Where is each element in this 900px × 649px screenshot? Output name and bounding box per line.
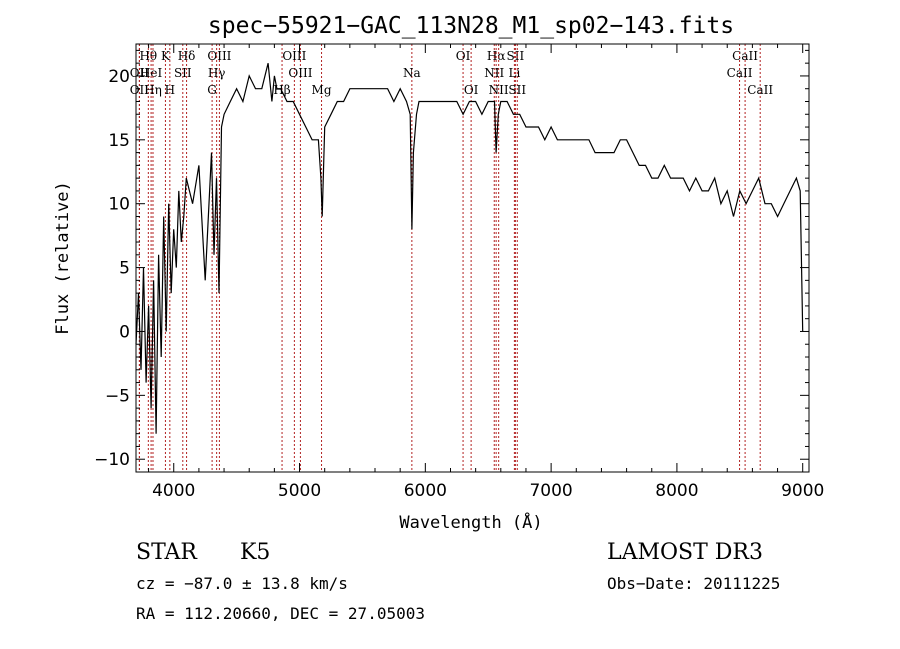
line-label: CaII [727,66,753,80]
line-label: Hθ [139,49,157,63]
y-axis-ticks: −10 −5 0 5 10 15 20 [94,49,809,473]
line-label: OIII [282,49,306,63]
line-label: Hδ [178,49,196,63]
y-tick-label: 10 [108,195,130,215]
y-tick-label: 15 [108,131,130,151]
redshift-readout: cz = −87.0 ± 13.8 km/s [136,574,348,593]
line-label: OII [130,83,150,97]
line-label: G [207,83,217,97]
line-label: NII [484,66,504,80]
x-axis-ticks: 4000 5000 6000 7000 8000 9000 [148,44,824,501]
plot-frame [135,43,810,473]
y-axis-label: Flux (relative) [53,181,73,335]
y-tick-label: −10 [94,450,130,470]
line-label: Na [403,66,421,80]
line-label: K [161,49,171,63]
object-class: STAR [136,540,197,565]
line-label: CaII [747,83,773,97]
line-label: OIII [288,66,312,80]
object-subclass: K5 [240,540,271,565]
line-label: SII [507,49,525,63]
line-label: Hγ [208,66,226,80]
x-tick-label: 7000 [529,481,572,501]
line-label: NII [489,83,509,97]
x-tick-label: 8000 [655,481,698,501]
x-tick-label: 5000 [278,481,321,501]
line-label: OI [456,49,471,63]
survey-name: LAMOST DR3 [607,540,763,565]
line-label: HeI [140,66,163,80]
spectrum-line [135,63,804,434]
x-tick-label: 9000 [781,481,824,501]
chart-title: spec−55921−GAC_113N28_M1_sp02−143.fits [208,13,734,39]
y-tick-label: −5 [105,386,130,406]
y-tick-label: 20 [108,67,130,87]
line-label: Li [508,66,520,80]
line-label: CaII [732,49,758,63]
observation-date: Obs−Date: 20111225 [607,574,781,593]
line-label: H [165,83,175,97]
x-tick-label: 6000 [404,481,447,501]
line-label: OIII [207,49,231,63]
line-label: SII [508,83,526,97]
y-tick-label: 5 [119,259,130,279]
y-tick-label: 0 [119,322,130,342]
line-label: Mg [312,83,332,97]
line-label: OI [464,83,479,97]
line-label: Hβ [273,83,290,97]
x-tick-label: 4000 [152,481,195,501]
coordinates-readout: RA = 112.20660, DEC = 27.05003 [136,604,425,623]
line-label: Hα [487,49,506,63]
line-label: Hη [144,83,162,97]
line-label: SII [174,66,192,80]
x-axis-label: Wavelength (Å) [399,511,542,533]
